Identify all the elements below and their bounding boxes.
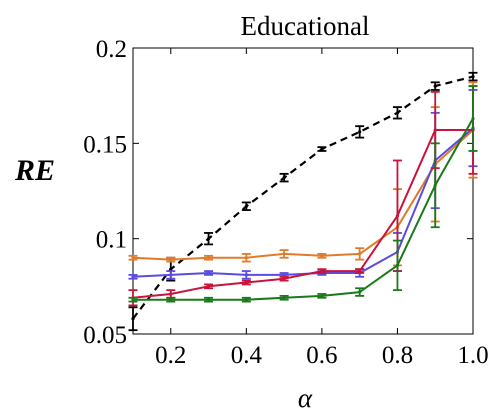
series-3 (128, 89, 478, 280)
x-tick-label: 0.2 (155, 342, 186, 369)
data-point (131, 256, 135, 260)
data-point (471, 75, 475, 79)
data-point (433, 128, 437, 132)
series-line (133, 118, 474, 301)
data-point (169, 258, 173, 262)
axes: 0.2 0.4 0.6 0.8 1.0 0.05 0.1 0.15 0.2 (83, 36, 488, 369)
y-tick-label: 0.1 (96, 227, 127, 254)
data-point (169, 273, 173, 277)
series-line (132, 129, 473, 299)
series-1 (128, 71, 478, 332)
data-point (320, 294, 324, 298)
data-point (244, 273, 248, 277)
data-point (131, 298, 135, 302)
data-point (131, 317, 135, 321)
x-tick-label: 0.6 (306, 342, 337, 369)
data-point (206, 284, 211, 288)
series-4 (128, 85, 478, 307)
data-point (282, 252, 286, 256)
data-point (358, 252, 362, 256)
data-point (320, 269, 324, 273)
data-point (395, 214, 400, 218)
data-point (282, 176, 286, 180)
y-axis-label: RE (14, 154, 55, 187)
data-point (282, 296, 286, 300)
data-point (395, 263, 400, 267)
data-point (206, 298, 211, 302)
data-point (433, 183, 437, 187)
series-5 (128, 85, 478, 303)
data-point (244, 298, 248, 302)
series-layer (128, 71, 478, 332)
data-point (320, 147, 324, 151)
series-line (132, 129, 474, 261)
data-point (169, 267, 173, 271)
y-tick-label: 0.2 (96, 36, 127, 63)
data-point (358, 130, 362, 134)
data-point (244, 256, 248, 260)
plot-frame (132, 47, 474, 335)
data-point (358, 290, 362, 294)
x-tick-label: 0.8 (382, 342, 413, 369)
data-point (244, 204, 248, 208)
data-point (320, 254, 324, 258)
data-point (206, 256, 211, 260)
data-point (395, 111, 400, 115)
series-line (132, 75, 474, 320)
data-point (358, 269, 362, 273)
data-point (206, 271, 211, 275)
data-point (244, 280, 248, 285)
data-point (169, 298, 173, 302)
series-2 (128, 81, 478, 267)
data-point (206, 237, 211, 241)
data-point (282, 273, 286, 277)
data-point (471, 116, 475, 121)
y-tick-label: 0.15 (83, 131, 127, 158)
x-tick-label: 1.0 (457, 342, 488, 369)
data-point (131, 275, 135, 279)
y-tick-label: 0.05 (83, 322, 127, 349)
x-axis-label: α (298, 383, 313, 413)
data-point (282, 277, 286, 281)
data-point (169, 292, 173, 296)
data-point (433, 84, 437, 88)
x-tick-label: 0.4 (231, 342, 263, 369)
chart-title: Educational (241, 11, 370, 41)
